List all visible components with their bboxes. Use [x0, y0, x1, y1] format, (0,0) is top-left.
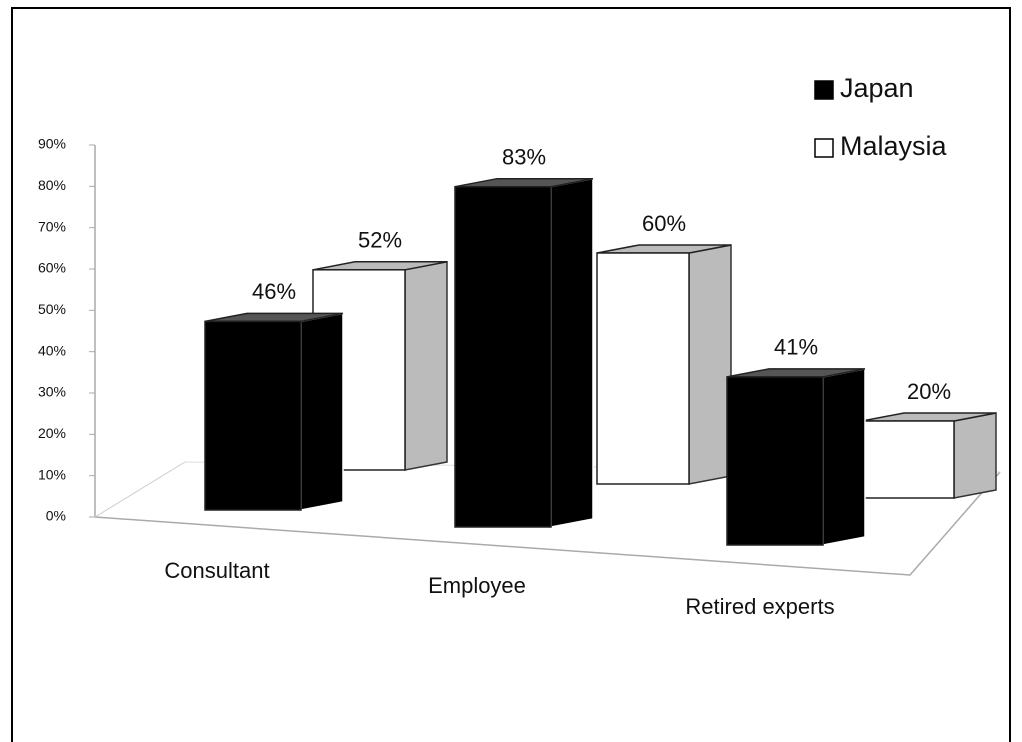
x-tick-label: Consultant — [164, 558, 269, 583]
bar-front — [861, 420, 955, 499]
y-tick-label: 0% — [46, 508, 66, 524]
bar-side — [953, 412, 997, 499]
value-label: 60% — [642, 211, 686, 236]
value-label: 52% — [358, 228, 402, 253]
bar-side — [404, 260, 448, 471]
legend-swatch — [814, 80, 834, 100]
y-tick-label: 40% — [38, 342, 66, 358]
bar — [204, 312, 344, 511]
legend-label: Japan — [840, 73, 914, 103]
bar-front — [726, 376, 824, 546]
bar-side — [550, 177, 594, 528]
bar-side — [688, 244, 732, 485]
bar-side — [822, 367, 866, 546]
value-label: 83% — [502, 145, 546, 170]
bar-front — [596, 252, 690, 485]
y-tick-label: 90% — [38, 136, 66, 152]
bar — [861, 412, 997, 499]
bar-side — [300, 312, 344, 511]
x-tick-label: Retired experts — [685, 594, 834, 619]
y-tick-label: 60% — [38, 260, 66, 276]
y-tick-label: 80% — [38, 177, 66, 193]
value-label: 20% — [907, 379, 951, 404]
bar — [596, 244, 732, 485]
y-tick-label: 30% — [38, 384, 66, 400]
bar — [454, 177, 594, 528]
y-tick-label: 20% — [38, 425, 66, 441]
bar-front — [204, 320, 302, 511]
floor-edge — [94, 461, 186, 518]
legend-label: Malaysia — [840, 131, 948, 161]
y-tick-label: 70% — [38, 218, 66, 234]
y-tick-label: 10% — [38, 466, 66, 482]
bar-front — [454, 185, 552, 528]
value-label: 46% — [252, 279, 296, 304]
value-label: 41% — [774, 335, 818, 360]
y-tick-label: 50% — [38, 301, 66, 317]
x-tick-label: Employee — [428, 573, 526, 598]
bar — [726, 367, 866, 546]
legend-swatch — [814, 138, 834, 158]
floor — [94, 471, 1001, 576]
